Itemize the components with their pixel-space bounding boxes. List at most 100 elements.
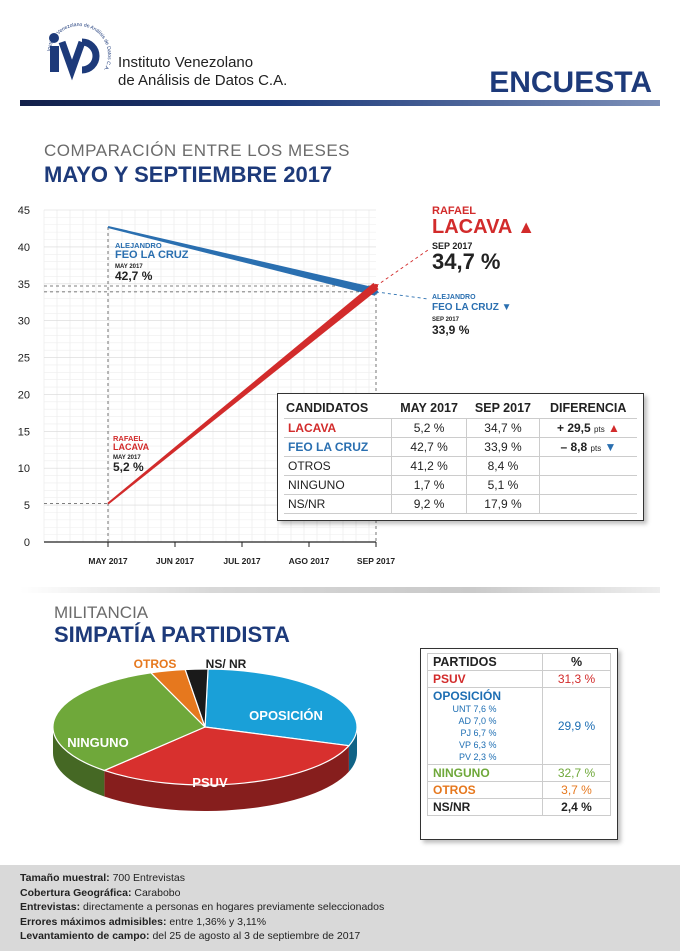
- list-item: AD 7,0 %: [433, 715, 537, 727]
- footer-value: Carabobo: [131, 886, 181, 899]
- table1-cell-name: NINGUNO: [284, 475, 393, 495]
- annotation-feo-start-date: MAY 2017: [115, 264, 143, 270]
- table-row: OTROS 41,2 % 8,4 %: [284, 456, 637, 476]
- table-row: FEO LA CRUZ 42,7 % 33,9 % – 8,8 pts ▼: [284, 437, 637, 457]
- sub-party-name: AD: [458, 716, 471, 726]
- annotation-lacava-end-last: LACAVA: [432, 216, 512, 238]
- annotation-lacava-start-last: LACAVA: [113, 442, 150, 452]
- footer-value: directamente a personas en hogares previ…: [80, 901, 385, 913]
- table1-cell-diff: [538, 494, 637, 514]
- y-tick-label: 30: [18, 316, 30, 328]
- table1-cell-may: 42,7 %: [391, 437, 467, 457]
- footer-label: Errores máximos admisibles:: [20, 915, 167, 928]
- table2-nsnr-pct: 2,4 %: [542, 798, 611, 816]
- y-tick-label: 35: [18, 279, 30, 291]
- pie-slice-2: [52, 672, 207, 772]
- institute-name-line2: de Análisis de Datos C.A.: [118, 72, 288, 89]
- x-tick-label: MAY 2017: [88, 556, 127, 566]
- footer-methodology: Tamaño muestral: 700 Entrevistas Cobertu…: [0, 865, 680, 951]
- pie-slice-0: [204, 668, 358, 747]
- down-triangle-icon: ▼: [604, 440, 617, 454]
- pie-slice-1: [102, 726, 351, 786]
- diff-value: 8,8: [570, 440, 588, 454]
- institute-logo: Instituto Venezolano de Análisis de Dato…: [46, 22, 112, 81]
- table1-cell-sep: 17,9 %: [466, 494, 540, 514]
- x-tick-label: JUN 2017: [156, 556, 195, 566]
- header-rule: [20, 100, 660, 106]
- table1-cell-may: 9,2 %: [391, 494, 467, 514]
- diff-sign: –: [560, 440, 568, 454]
- footer-line: Entrevistas: directamente a personas en …: [20, 900, 680, 915]
- table2-nsnr-name: NS/NR: [427, 798, 543, 816]
- down-triangle-icon: ▼: [501, 302, 512, 313]
- annotation-lacava-start: RAFAEL LACAVA MAY 2017 5,2 %: [113, 434, 150, 473]
- table2-oposicion-name: OPOSICIÓN: [433, 689, 502, 703]
- table-row: NINGUNO 32,7 %: [427, 764, 611, 782]
- list-item: PV 2,3 %: [433, 751, 537, 763]
- y-tick-label: 20: [18, 389, 30, 401]
- annotation-feo-end-first: ALEJANDRO: [432, 294, 476, 301]
- section-divider: [20, 587, 660, 593]
- annotation-feo-end: ALEJANDRO FEO LA CRUZ ▼ SEP 2017 33,9 %: [432, 293, 512, 337]
- pie-chart: OPOSICIÓN PSUV NINGUNO OTROS NS/ NR: [52, 657, 358, 811]
- sub-party-pct: 7,0 %: [473, 716, 497, 726]
- table2-otros-pct: 3,7 %: [542, 781, 611, 799]
- annotation-feo-start-last: FEO LA CRUZ: [115, 249, 189, 261]
- table2-psuv-name: PSUV: [427, 670, 543, 688]
- x-tick-label: AGO 2017: [289, 556, 330, 566]
- militancia-title: SIMPATÍA PARTIDISTA: [54, 622, 290, 647]
- footer-line: Cobertura Geográfica: Carabobo: [20, 886, 680, 901]
- pie-label: OTROS: [134, 657, 177, 671]
- diff-sign: +: [556, 421, 564, 435]
- table1-cell-may: 5,2 %: [391, 418, 467, 438]
- annotation-lacava-end-first: RAFAEL: [432, 205, 476, 217]
- pointer-line: [375, 249, 429, 287]
- annotation-lacava-end: RAFAEL LACAVA ▲ SEP 2017 34,7 %: [432, 205, 535, 273]
- table2-ninguno-pct: 32,7 %: [542, 764, 611, 782]
- pie-label: NS/ NR: [206, 657, 247, 671]
- table2-header-pct: %: [542, 653, 611, 671]
- list-item: PJ 6,7 %: [433, 727, 537, 739]
- annotation-lacava-end-date: SEP 2017: [432, 241, 473, 251]
- up-triangle-icon: ▲: [608, 421, 620, 435]
- y-tick-label: 25: [18, 353, 30, 365]
- sub-party-pct: 7,6 %: [473, 704, 497, 714]
- annotation-lacava-end-value: 34,7 %: [432, 249, 501, 274]
- footer-line: Tamaño muestral: 700 Entrevistas: [20, 871, 680, 886]
- footer-label: Levantamiento de campo:: [20, 930, 150, 942]
- table1-cell-may: 41,2 %: [391, 456, 467, 476]
- table-row: NS/NR 2,4 %: [427, 798, 611, 816]
- sub-party-pct: 6,7 %: [473, 728, 497, 738]
- encuesta-badge: ENCUESTA: [489, 66, 652, 99]
- table1-header-may: MAY 2017: [400, 401, 458, 415]
- y-tick-label: 10: [18, 463, 30, 475]
- militancia-subtitle: MILITANCIA: [54, 603, 149, 622]
- table1-cell-name: LACAVA: [284, 418, 393, 438]
- pie-depth: [53, 727, 357, 811]
- list-item: UNT 7,6 %: [433, 703, 537, 715]
- y-tick-label: 45: [18, 205, 30, 217]
- table1-cell-may: 1,7 %: [391, 475, 467, 495]
- sub-party-name: UNT: [452, 704, 472, 714]
- annotation-feo-end-value: 33,9 %: [432, 323, 470, 337]
- diff-unit: pts: [594, 425, 605, 434]
- annotation-feo-start-first: ALEJANDRO: [115, 241, 162, 250]
- table-row: PSUV 31,3 %: [427, 670, 611, 688]
- table1-cell-diff: + 29,5 pts ▲: [538, 418, 637, 438]
- party-table: PARTIDOS % PSUV 31,3 % OPOSICIÓN UNT 7,6…: [420, 648, 618, 840]
- up-triangle-icon: ▲: [517, 217, 536, 237]
- table1-cell-diff: – 8,8 pts ▼: [538, 437, 637, 457]
- y-tick-label: 5: [24, 500, 30, 512]
- table1-cell-sep: 8,4 %: [466, 456, 540, 476]
- series-line-feo-la-cruz: [107, 225, 377, 296]
- table1-cell-diff: [538, 475, 637, 495]
- pie-label: OPOSICIÓN: [249, 708, 323, 723]
- diff-value: 29,5: [567, 421, 591, 435]
- comparison-subtitle: COMPARACIÓN ENTRE LOS MESES: [44, 141, 351, 160]
- table2-oposicion-pct: 29,9 %: [542, 687, 611, 765]
- y-axis: 0 5 10 15 20 25 30 35 40 45: [18, 205, 30, 549]
- pie-side-0: [348, 727, 357, 772]
- y-tick-label: 15: [18, 426, 30, 438]
- pie-label: PSUV: [192, 775, 228, 790]
- footer-line: Levantamiento de campo: del 25 de agosto…: [20, 929, 680, 944]
